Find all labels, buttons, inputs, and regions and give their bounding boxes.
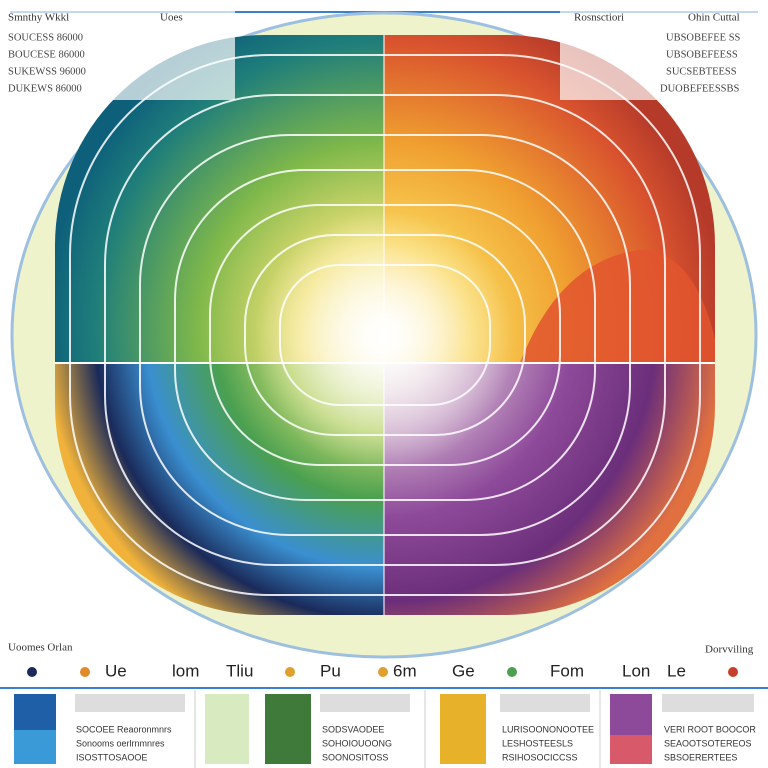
panel-line: Sonooms oerlrnmnres <box>76 738 165 748</box>
panel-line: SBSOERERTEES <box>664 752 737 762</box>
title: Ohin Cuttal <box>688 12 740 24</box>
panel-line: LURISOONONOOTEE <box>502 724 594 734</box>
panel-line: ISOSTTOSAOOE <box>76 752 147 762</box>
panel-line: SOONOSITOSS <box>322 752 388 762</box>
footer-label: Dorvviling <box>705 644 754 656</box>
list-item: BOUCESE 86000 <box>8 49 85 60</box>
panel-line: SODSVAODEE <box>322 724 384 734</box>
legend-label: Lon <box>622 661 650 680</box>
legend-label: 6m <box>393 661 417 680</box>
list-item: SUKEWSS 96000 <box>8 66 86 77</box>
legend-label: Ue <box>105 661 127 680</box>
legend-label: Pu <box>320 661 341 680</box>
list-item: DUOBEFEESSBS <box>660 83 740 94</box>
legend-dots <box>27 667 738 677</box>
list-item: DUKEWS 86000 <box>8 83 82 94</box>
legend-label: lom <box>172 661 199 680</box>
legend-label: Fom <box>550 661 584 680</box>
panel-line: RSIHOSOCICCSS <box>502 752 578 762</box>
legend-box-right <box>560 0 768 100</box>
list-item: SOUCESS 86000 <box>8 32 83 43</box>
panel-line: SOHOIOUOONG <box>322 738 392 748</box>
legend-label: Tliu <box>226 661 253 680</box>
panel-swatches <box>14 690 754 768</box>
title: Uoes <box>160 12 183 24</box>
panel-line: SOCOEE Reaoronmnrs <box>76 724 172 734</box>
title: Rosnsctiori <box>574 12 624 24</box>
legend-label: Ge <box>452 661 475 680</box>
footer-label: Uoomes Orlan <box>8 642 73 654</box>
panel-line: LESHOSTEESLS <box>502 738 573 748</box>
list-item: SUCSEBTEESS <box>666 66 737 77</box>
legend-label: Le <box>667 661 686 680</box>
list-item: UBSOBEFEESS <box>666 49 738 60</box>
panel-line: SEAOOTSOTEREOS <box>664 738 752 748</box>
panel-line: VERI ROOT BOOCOR <box>664 724 756 734</box>
title: Smnthy Wkkl <box>8 12 69 24</box>
list-item: UBSOBEFEE SS <box>666 32 741 43</box>
legend-box-left <box>0 0 235 100</box>
